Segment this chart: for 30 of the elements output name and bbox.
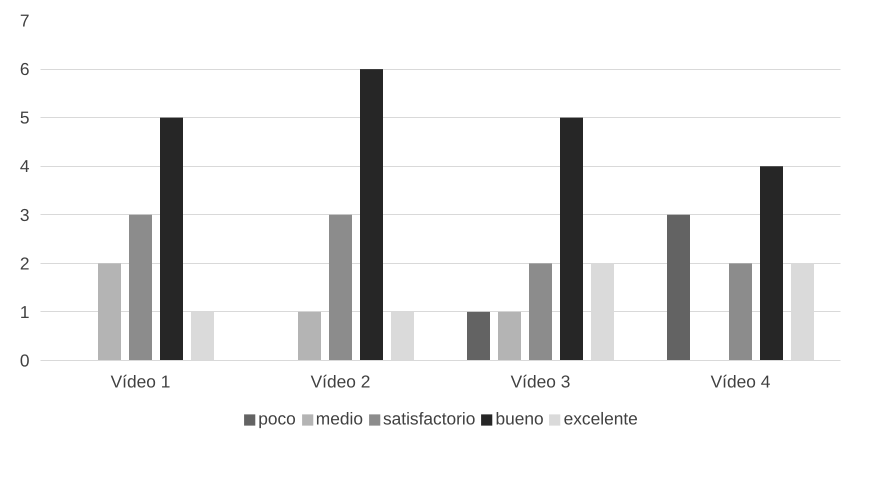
bar: [160, 118, 183, 360]
legend-label: medio: [316, 408, 363, 430]
legend-label: excelente: [564, 408, 638, 430]
bar: [298, 312, 321, 360]
y-tick-label: 1: [20, 302, 30, 322]
bar: [667, 214, 690, 360]
legend-label: satisfactorio: [382, 408, 476, 430]
bar: [729, 263, 752, 360]
bar: [329, 214, 352, 360]
bar: [529, 263, 552, 360]
y-tick-label: 7: [20, 10, 30, 30]
legend-label: poco: [258, 408, 296, 430]
y-tick-label: 6: [20, 59, 30, 80]
y-tick-label: 2: [20, 253, 30, 274]
x-tick-label: Vídeo 2: [310, 372, 370, 392]
bar: [560, 118, 583, 360]
y-tick-label: 0: [20, 350, 30, 370]
bar: [467, 312, 490, 360]
bar: [129, 214, 152, 360]
x-tick-label: Vídeo 4: [710, 372, 771, 392]
bar: [760, 166, 783, 360]
y-tick-label: 5: [20, 108, 30, 128]
y-tick-label: 4: [20, 156, 30, 176]
bar: [98, 263, 121, 360]
bar: [498, 312, 521, 360]
legend-label: bueno: [495, 408, 544, 430]
bar: [360, 69, 383, 360]
y-tick-label: 3: [20, 204, 30, 225]
x-tick-label: Vídeo 3: [510, 372, 570, 392]
x-tick-label: Vídeo 1: [110, 372, 170, 392]
